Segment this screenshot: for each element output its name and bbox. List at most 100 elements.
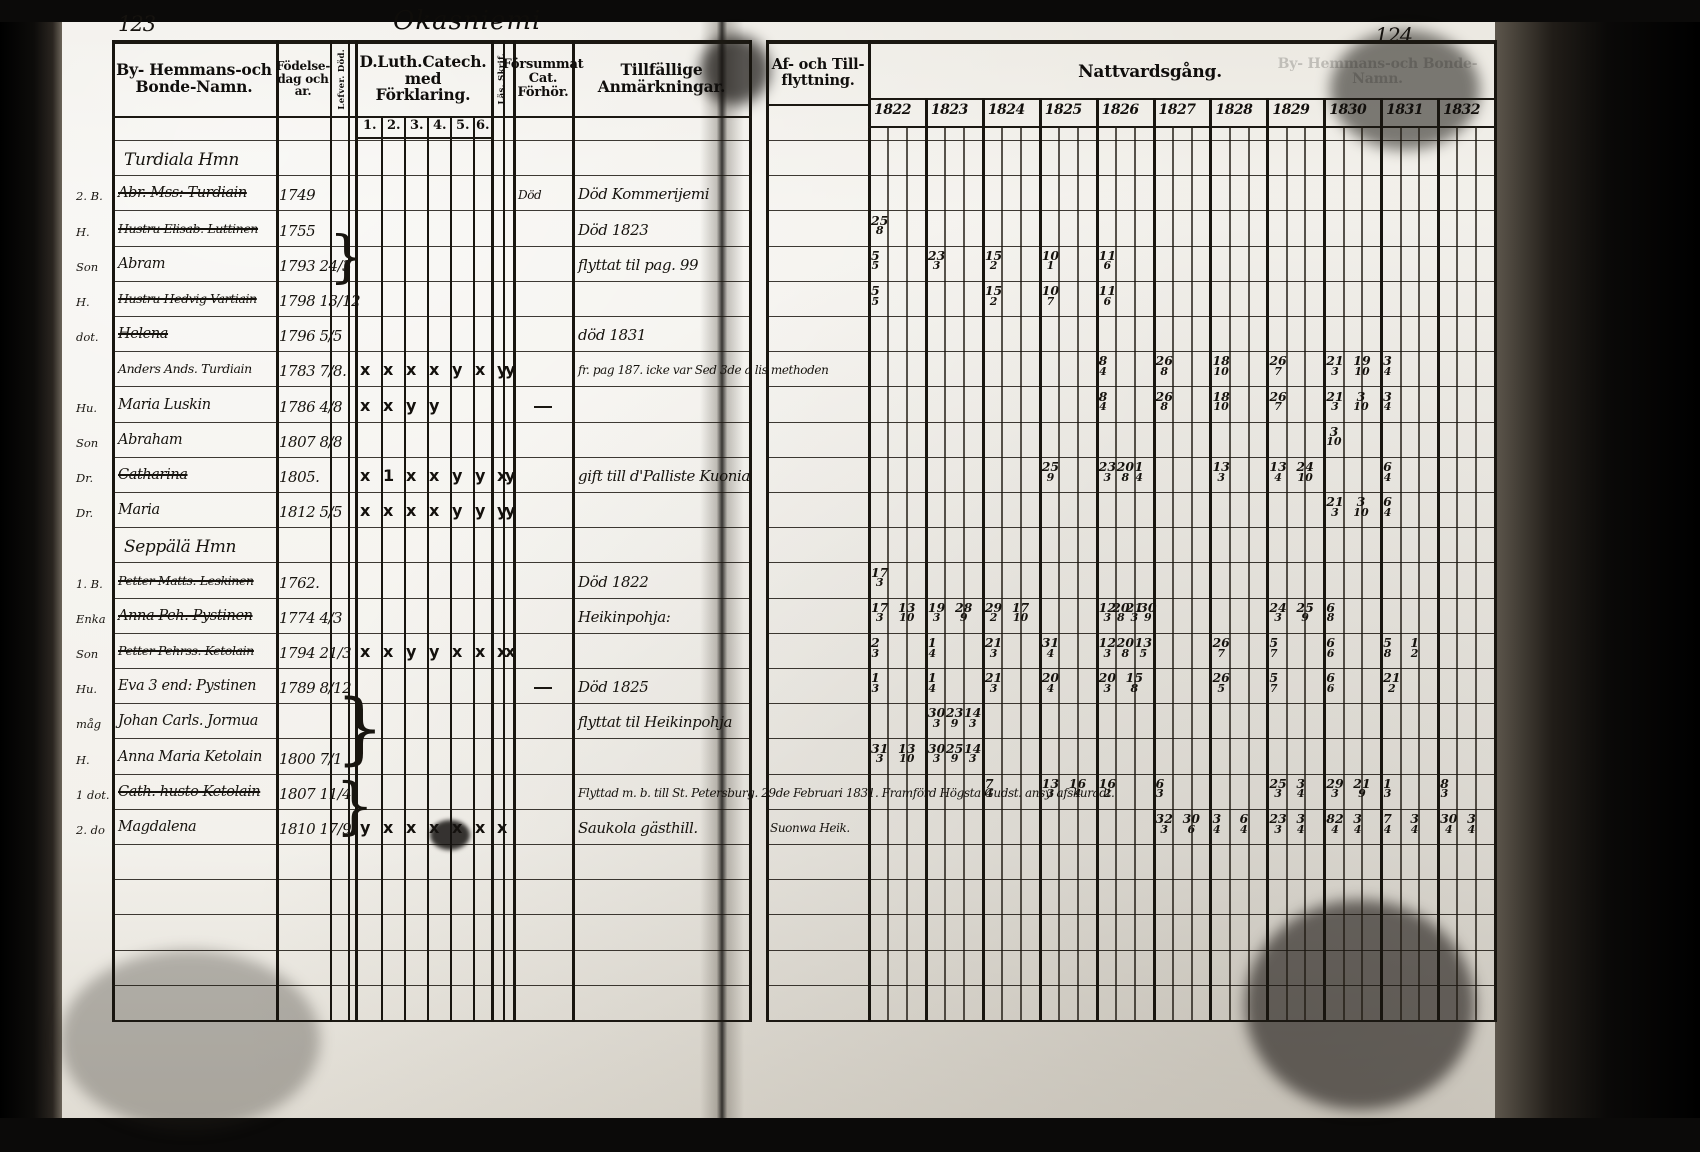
col-sep-absent — [513, 40, 516, 1022]
year-col-tick — [1190, 126, 1193, 1020]
remark-text: Död 1825 — [578, 678, 649, 697]
remark-text: Död 1822 — [578, 572, 649, 591]
year-col-separator — [1380, 98, 1384, 1020]
remark-text: Flyttad m. b. till St. Petersburg. 29de … — [578, 785, 1115, 800]
communion-date-entry: 12 3 — [1098, 599, 1117, 625]
communion-date-entry: 20 8 — [1116, 459, 1135, 484]
communion-date-entry: 17 3 — [871, 564, 889, 590]
remark-text: död 1831 — [578, 326, 646, 345]
birth-date: 1798 13/12 — [279, 292, 361, 310]
catechism-mark: y — [452, 501, 463, 521]
catechism-mark: x — [497, 642, 508, 661]
person-name: Anders Ands. Turdiain — [118, 361, 252, 377]
catechism-mark: x — [497, 466, 508, 485]
row-margin-note: 2. B. — [76, 189, 103, 204]
col-sep-remarks — [572, 40, 575, 1022]
row-margin-note: Hu. — [76, 400, 98, 415]
row-rule — [766, 245, 1496, 247]
communion-date-entry: 21 3 — [1326, 388, 1344, 414]
year-col-tick — [1114, 126, 1117, 1020]
communion-date-entry: 13 10 — [898, 599, 916, 625]
communion-date-entry: 29 2 — [984, 599, 1003, 625]
header-communion-label: Nattvardsgång. — [1078, 61, 1222, 82]
communion-date-entry: 26 7 — [1269, 388, 1287, 414]
stain-blotch — [700, 35, 770, 105]
header-catechism: D.Luth.Catech. med Förklaring. — [357, 44, 489, 114]
row-rule — [112, 210, 752, 212]
catechism-mark: x — [360, 466, 371, 485]
year-col-tick — [906, 126, 909, 1020]
year-col-tick — [1285, 126, 1288, 1020]
cat-col-num-1: 1. — [363, 118, 377, 133]
row-margin-note: H. — [76, 752, 90, 767]
header-remarks-label: Tillfällige Anmärkningar. — [597, 60, 726, 96]
communion-date-entry: 19 10 — [1353, 353, 1371, 378]
birth-date: 1807 11/4 — [279, 784, 352, 803]
communion-date-entry: 13 3 — [1212, 459, 1230, 484]
year-col-tick — [1058, 126, 1061, 1020]
year-col-tick — [1456, 126, 1459, 1020]
col-sep-birth — [276, 40, 279, 1022]
communion-date-entry: 21 3 — [1326, 353, 1344, 378]
communion-date-entry: 25 9 — [1041, 459, 1060, 484]
row-rule — [112, 949, 752, 951]
remark-text: Död Kommerijemi — [578, 185, 710, 204]
person-name: Abr. Mss: Turdiain — [118, 185, 247, 202]
header-rule-communion — [868, 98, 1496, 100]
remark-text: fr. pag 187. icke var Sed 3de a lis meth… — [578, 363, 829, 378]
communion-year-header: 1825 — [1044, 102, 1082, 118]
birth-date: 1794 21/3 — [279, 644, 352, 662]
catechism-mark: x — [429, 360, 440, 380]
col-sep-cat-5 — [473, 116, 475, 1022]
year-col-tick — [1475, 126, 1478, 1020]
row-brace: } — [335, 684, 385, 774]
col-sep-cat-3 — [427, 116, 429, 1022]
year-col-separator — [1266, 98, 1270, 1020]
communion-date-entry: 29 3 — [1326, 775, 1344, 801]
row-margin-note: 2. do — [76, 823, 105, 837]
row-margin-note: Hu. — [76, 682, 98, 697]
communion-year-header: 1829 — [1272, 102, 1310, 118]
page-number-right: 124 — [1375, 24, 1413, 48]
catechism-mark: y — [497, 501, 508, 521]
header-migration-label: Af- och Till- flyttning. — [771, 56, 865, 89]
year-col-separator — [1095, 98, 1099, 1020]
catechism-mark: x — [452, 642, 463, 661]
communion-date-entry: 13 4 — [1269, 459, 1287, 484]
migration-note: Suonwa Heik. — [770, 821, 850, 835]
row-rule — [766, 914, 1496, 916]
col-sep-cat-2 — [404, 116, 406, 1022]
farm-name-heading: Turdiala Hmn — [124, 150, 239, 171]
year-col-tick — [1304, 126, 1307, 1020]
row-rule — [112, 421, 752, 423]
communion-date-entry: 11 6 — [1098, 247, 1117, 273]
communion-date-entry: 25 9 — [945, 740, 964, 766]
communion-date-entry: 21 2 — [1383, 670, 1401, 695]
communion-date-entry: 30 6 — [1182, 811, 1200, 836]
year-col-tick — [963, 126, 966, 1020]
person-name: Cath. husto Ketolain — [118, 783, 261, 800]
catechism-mark: x — [383, 395, 394, 415]
communion-year-header: 1832 — [1443, 102, 1481, 118]
table-top-border — [112, 40, 752, 44]
header-far-right-faded: By- Hemmans-och Bonde-Namn. — [1270, 48, 1485, 96]
birth-date: 1812 5/5 — [279, 503, 343, 522]
row-rule — [766, 386, 1496, 388]
catechism-mark: x — [475, 360, 486, 380]
year-col-separator — [924, 98, 928, 1020]
catechism-mark: x — [406, 466, 417, 485]
row-rule — [112, 316, 752, 317]
row-margin-note: måg — [76, 717, 102, 732]
birth-date: 1749 — [279, 186, 316, 205]
catechism-mark: x — [406, 501, 417, 521]
row-rule — [112, 456, 752, 458]
catechism-mark: x — [383, 642, 394, 661]
